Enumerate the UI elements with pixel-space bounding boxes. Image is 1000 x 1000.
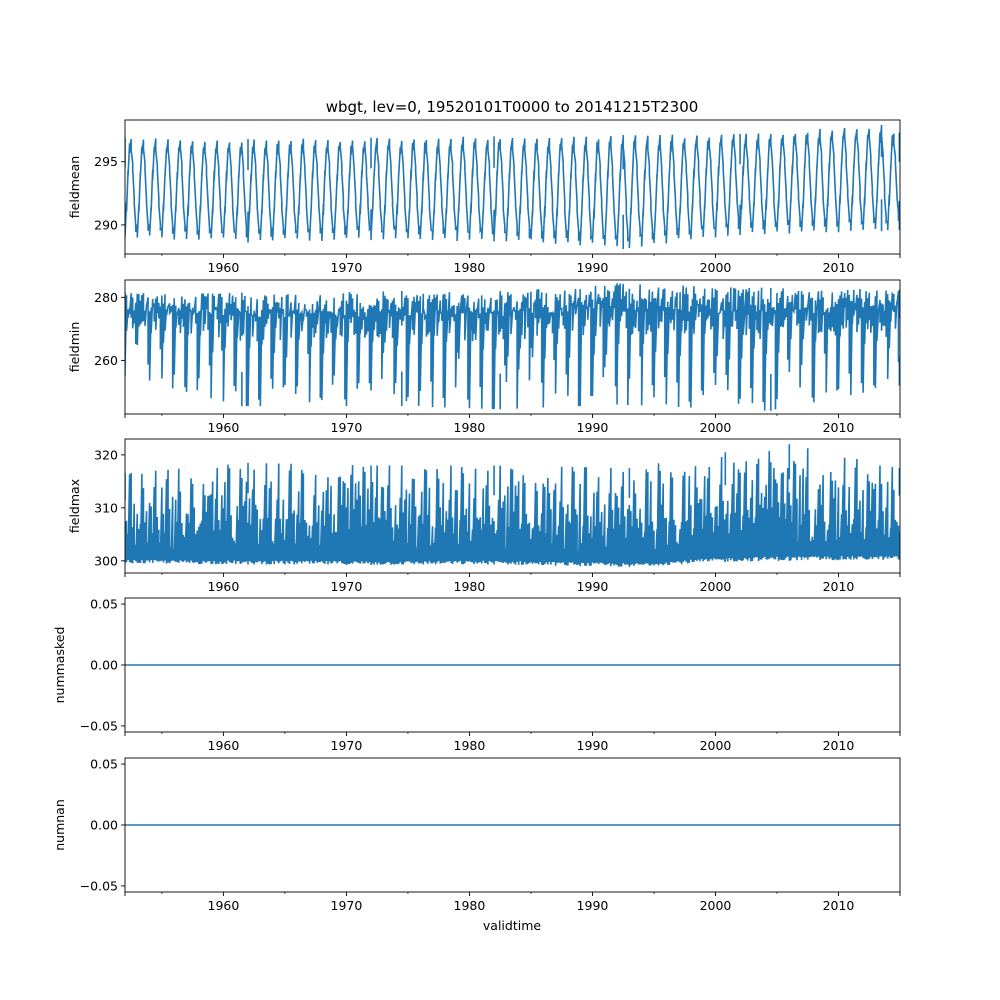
x-tick-label: 2000 bbox=[700, 579, 732, 594]
y-tick-label: 0.00 bbox=[90, 658, 118, 673]
y-tick-label: 295 bbox=[94, 154, 118, 169]
x-tick-label: 2000 bbox=[700, 898, 732, 913]
x-tick-label: 1970 bbox=[331, 579, 363, 594]
x-tick-label: 1960 bbox=[208, 898, 240, 913]
x-tick-label: 2000 bbox=[700, 260, 732, 275]
panel-frame bbox=[124, 438, 901, 574]
y-tick-label: −0.05 bbox=[80, 878, 118, 893]
x-tick-label: 2010 bbox=[823, 738, 855, 753]
x-tick-label: 1970 bbox=[331, 738, 363, 753]
x-tick-label: 1960 bbox=[208, 260, 240, 275]
y-tick-label: 0.05 bbox=[90, 757, 118, 772]
x-tick-label: 1990 bbox=[577, 738, 609, 753]
x-tick-label: 2000 bbox=[700, 738, 732, 753]
x-axis-label: validtime bbox=[483, 918, 541, 933]
y-tick-label: 320 bbox=[94, 447, 118, 462]
x-tick-label: 2010 bbox=[823, 420, 855, 435]
x-tick-label: 2000 bbox=[700, 420, 732, 435]
y-axis-label-fieldmax: fieldmax bbox=[67, 479, 82, 533]
y-tick-label: 280 bbox=[94, 290, 118, 305]
x-tick-label: 1990 bbox=[577, 579, 609, 594]
x-tick-label: 1980 bbox=[454, 738, 486, 753]
x-tick-label: 1990 bbox=[577, 898, 609, 913]
y-tick-label: 310 bbox=[94, 500, 118, 515]
x-tick-label: 1960 bbox=[208, 420, 240, 435]
x-tick-label: 2010 bbox=[823, 579, 855, 594]
x-tick-label: 1980 bbox=[454, 579, 486, 594]
y-axis-label-numnan: numnan bbox=[52, 799, 67, 851]
panel-frame bbox=[124, 119, 901, 255]
x-tick-label: 1970 bbox=[331, 420, 363, 435]
panel-frame bbox=[124, 279, 901, 415]
y-tick-label: 290 bbox=[94, 217, 118, 232]
series-line-fieldmin bbox=[125, 283, 900, 411]
x-tick-label: 1980 bbox=[454, 898, 486, 913]
y-tick-label: 260 bbox=[94, 353, 118, 368]
y-tick-label: 300 bbox=[94, 553, 118, 568]
x-tick-label: 1970 bbox=[331, 898, 363, 913]
x-tick-label: 1960 bbox=[208, 579, 240, 594]
chart-title: wbgt, lev=0, 19520101T0000 to 20141215T2… bbox=[326, 98, 699, 116]
y-tick-label: 0.05 bbox=[90, 597, 118, 612]
panel-nummasked: 1960 1970 1980 1990 2000 2010 −0.05 0.00 0.05 num… bbox=[52, 597, 901, 753]
panel-fieldmean: 1960 1970 1980 1990 2000 2010 290 295 fieldmean bbox=[67, 119, 901, 275]
series-line-fieldmax bbox=[125, 444, 900, 568]
panel-fieldmax: 1960 1970 1980 1990 2000 2010 300 310 320 fieldma… bbox=[67, 438, 901, 594]
x-tick-label: 2010 bbox=[823, 260, 855, 275]
panel-numnan: 1960 1970 1980 1990 2000 2010 −0.05 0.00 0.05 num… bbox=[52, 757, 901, 913]
y-axis-label-fieldmean: fieldmean bbox=[67, 156, 82, 218]
x-tick-label: 1980 bbox=[454, 260, 486, 275]
y-tick-label: −0.05 bbox=[80, 718, 118, 733]
x-tick-label: 1990 bbox=[577, 420, 609, 435]
y-axis-label-nummasked: nummasked bbox=[52, 627, 67, 704]
panel-fieldmin: 1960 1970 1980 1990 2000 2010 260 280 fieldmin bbox=[67, 279, 901, 435]
y-tick-label: 0.00 bbox=[90, 818, 118, 833]
x-tick-label: 2010 bbox=[823, 898, 855, 913]
x-tick-label: 1970 bbox=[331, 260, 363, 275]
y-axis-label-fieldmin: fieldmin bbox=[67, 322, 82, 373]
series-line-fieldmean bbox=[125, 125, 900, 249]
x-tick-label: 1990 bbox=[577, 260, 609, 275]
x-tick-label: 1980 bbox=[454, 420, 486, 435]
x-tick-label: 1960 bbox=[208, 738, 240, 753]
